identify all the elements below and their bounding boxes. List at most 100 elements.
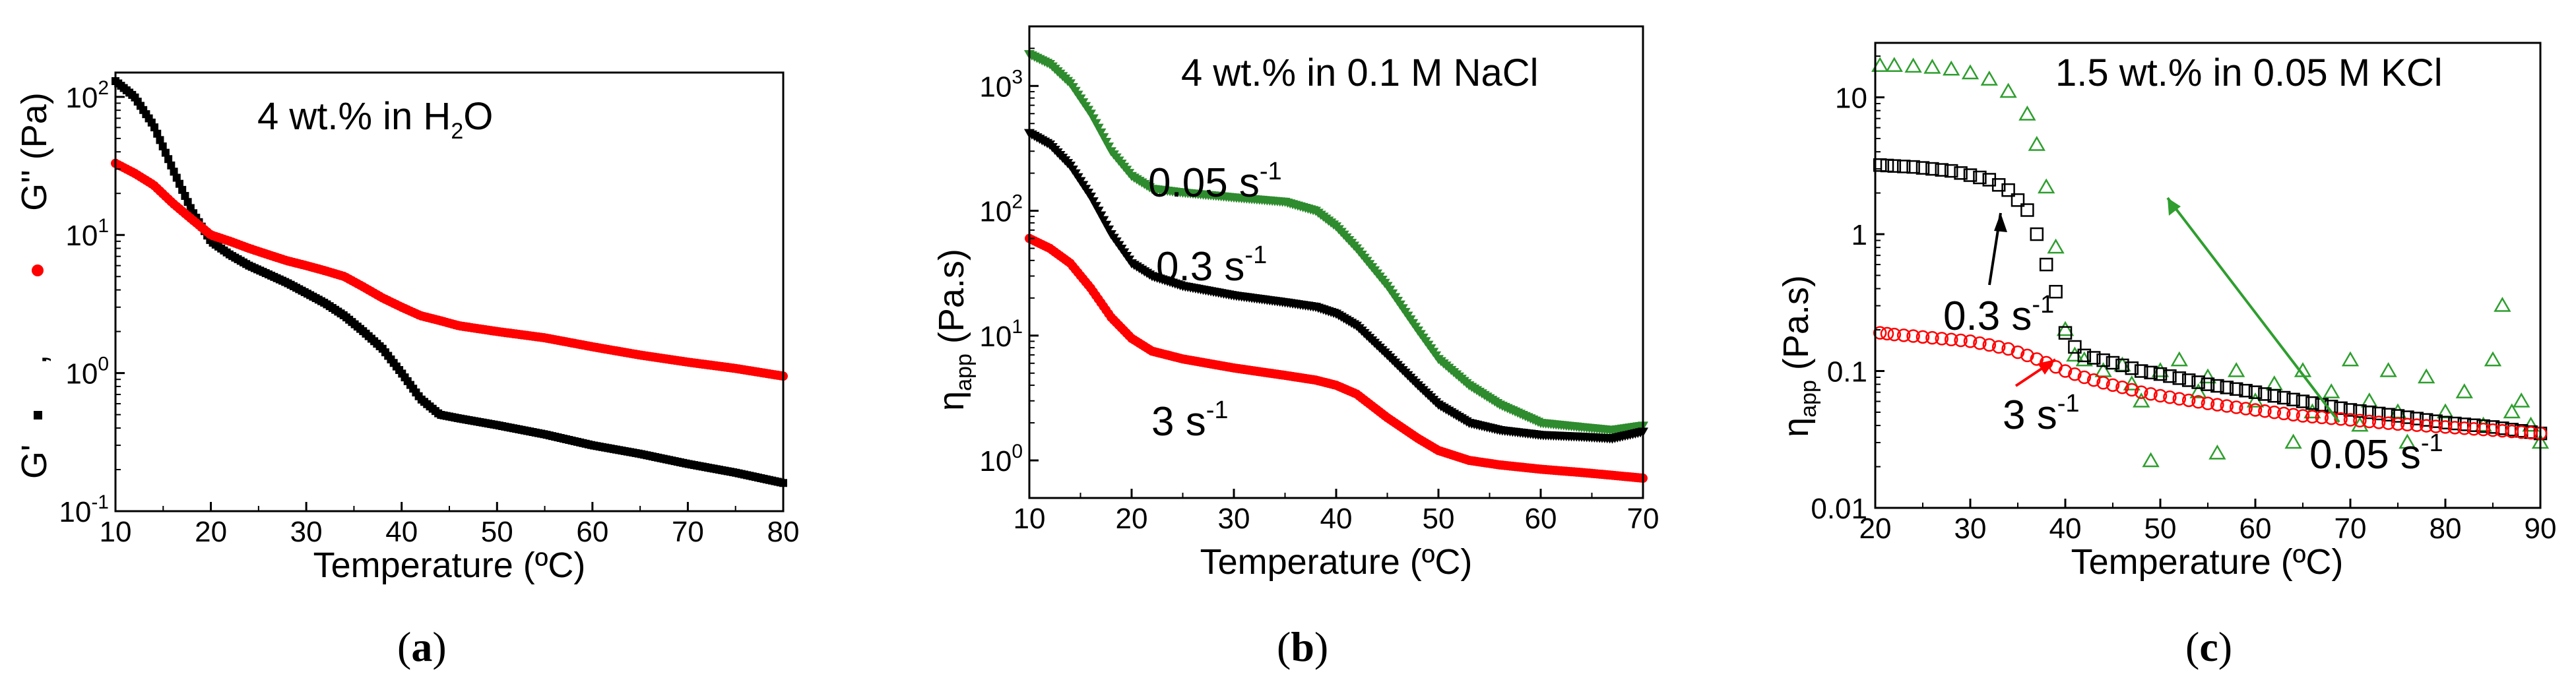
panel-c-series-1-point xyxy=(1916,161,1930,175)
panel-c-series-1-point xyxy=(2058,326,2073,340)
panel-c-series-1-point xyxy=(2239,384,2253,398)
panel-c-series-2-point xyxy=(1963,334,1978,348)
panel-b-y-tick-label: 100 xyxy=(979,441,1023,478)
panel-c-series-0-point xyxy=(2436,403,2455,419)
panel-c-series-0-point xyxy=(2418,368,2435,384)
panel-c-series-2-point xyxy=(2486,423,2500,437)
panel-a-y-label-g-double-prime: G'' (Pa) xyxy=(15,92,54,211)
panel-b-series-0-point xyxy=(1093,123,1104,133)
panel-c-series-1-point xyxy=(2086,351,2101,365)
panel-b-caption: (b) xyxy=(1277,623,1328,670)
panel-c-series-1-point xyxy=(2153,367,2168,381)
panel-c-series-2-point xyxy=(1973,336,1987,350)
panel-c-y-axis-label: ηapp (Pa.s) xyxy=(1776,275,1821,437)
panel-c-series-2-point xyxy=(2343,413,2358,427)
panel-c-series-0-point xyxy=(2513,392,2530,408)
panel-c-series-1-point xyxy=(2191,375,2205,389)
panel-c-series-0-point xyxy=(2047,238,2065,254)
panel-c-caption: (c) xyxy=(2185,623,2232,670)
panel-c-arrow-3-head xyxy=(2038,359,2055,375)
panel-a-y-label-square-marker xyxy=(34,411,42,419)
panel-c-x-tick-label: 40 xyxy=(2049,512,2082,545)
panel-c-series-0-point xyxy=(2028,136,2045,151)
panel-c-series-1-point xyxy=(2144,365,2158,380)
panel-a-series-0-point xyxy=(183,198,192,206)
panel-a-series-0-point xyxy=(167,161,176,170)
panel-c-series-2-point xyxy=(2476,422,2490,437)
panel-c-series-2-point xyxy=(2267,405,2282,419)
panel-a-series-1 xyxy=(111,158,788,381)
panel-c-series-2-point xyxy=(1982,338,1997,352)
panel-c-series-0-point xyxy=(1871,57,1889,73)
panel-c-series-0-point xyxy=(2056,321,2075,336)
panel-c-series-2-point xyxy=(2391,417,2405,431)
panel-a-series-0-point xyxy=(178,185,187,194)
panel-c-series-2-point xyxy=(2419,419,2433,433)
panel-c-series-1-point xyxy=(2400,410,2414,424)
panel-b-label-3: 3 s-1 xyxy=(1151,396,1229,445)
panel-c-series-2-point xyxy=(1916,330,1930,344)
panel-b-y-ticks: 100 101 102 103 xyxy=(979,26,1039,478)
panel-a-caption: (a) xyxy=(397,623,447,670)
panel-c-y-tick-label: 0.01 xyxy=(1811,493,1867,525)
panel-c-series-2-point xyxy=(1887,327,1902,342)
panel-c-series-0-point xyxy=(2170,351,2188,367)
panel-a-x-tick-label: 80 xyxy=(767,516,800,548)
panel-c-x-tick-label: 60 xyxy=(2239,512,2272,545)
panel-c-series-2-point xyxy=(2514,425,2528,439)
panel-c-series-2-point xyxy=(2381,416,2395,430)
panel-c-series-2-point xyxy=(2144,387,2158,401)
panel-c-series-2-point xyxy=(2134,385,2148,399)
panel-a-y-tick-label: 10-1 xyxy=(59,491,109,528)
panel-c-series-2-point xyxy=(2096,376,2110,390)
panel-c-series-1-point xyxy=(2343,403,2358,417)
panel-c-series-0-point xyxy=(2038,178,2055,194)
panel-b-series-0-point xyxy=(1087,114,1099,124)
panel-c-series-1-point xyxy=(2258,387,2272,401)
panel-b-x-tick-label: 10 xyxy=(1014,503,1046,535)
panel-a-x-tick-label: 70 xyxy=(672,516,704,548)
panel-c-series-1-point xyxy=(2305,396,2319,410)
panel-a-y-label-comma: , xyxy=(15,354,54,364)
panel-b-series-0-point xyxy=(1098,133,1109,142)
panel-b-series-1-point xyxy=(1098,216,1109,226)
panel-c-series-2-point xyxy=(2400,418,2414,432)
panel-c-series-1-point xyxy=(1963,168,1978,182)
panel-c-series-2-point xyxy=(2125,383,2139,397)
panel-c-series-1-point xyxy=(2020,203,2034,217)
panel-b-x-axis-label: Temperature (ºC) xyxy=(1200,542,1473,582)
panel-a-y-tick-label: 100 xyxy=(65,354,109,390)
panel-c-series-2-point xyxy=(2001,342,2015,356)
panel-c-series-2-point xyxy=(2030,352,2044,366)
panel-a-series-0-point xyxy=(150,123,159,132)
panel-b-series-1-point xyxy=(1087,197,1099,207)
panel-c-series-2-point xyxy=(2286,408,2300,421)
panel-c-series-1-point xyxy=(2334,401,2348,416)
panel-c-series-1-point xyxy=(2106,356,2120,370)
panel-c-series-0-point xyxy=(2228,362,2245,377)
panel-c-series-0-point xyxy=(2133,392,2150,408)
panel-c-series-0-point xyxy=(1961,64,1980,80)
panel-c-series-0-point xyxy=(2379,362,2397,377)
panel-c-series-2-point xyxy=(2334,412,2348,426)
panel-c-series-2-point xyxy=(2163,390,2177,404)
panel-c-x-tick-label: 80 xyxy=(2430,512,2462,545)
panel-a-series-0-point xyxy=(161,148,170,157)
panel-c-series-1-point xyxy=(2011,193,2025,207)
panel-c-label-0-3: 0.3 s-1 xyxy=(1943,291,2054,339)
panel-a-series-0-point xyxy=(170,168,178,176)
panel-c-series-1-point xyxy=(2201,377,2215,391)
panel-c-series-1-point xyxy=(1991,178,2006,192)
panel-b-y-axis-label: ηapp (Pa.s) xyxy=(932,249,977,411)
panel-c-series-0-point xyxy=(1885,57,1903,73)
panel-c-series-2-point xyxy=(1944,332,1958,346)
panel-c-series-1-point xyxy=(2115,358,2129,373)
panel-c-series-1-point xyxy=(1944,164,1958,178)
panel-c-series-2-point xyxy=(2201,396,2215,410)
panel-a-x-tick-label: 50 xyxy=(481,516,513,548)
panel-c-series-2-point xyxy=(1880,326,1894,341)
panel-c-series-2 xyxy=(1873,326,2548,441)
panel-c-title: 1.5 wt.% in 0.05 M KCl xyxy=(2055,51,2443,94)
panel-b-series-1-point xyxy=(1085,192,1096,202)
